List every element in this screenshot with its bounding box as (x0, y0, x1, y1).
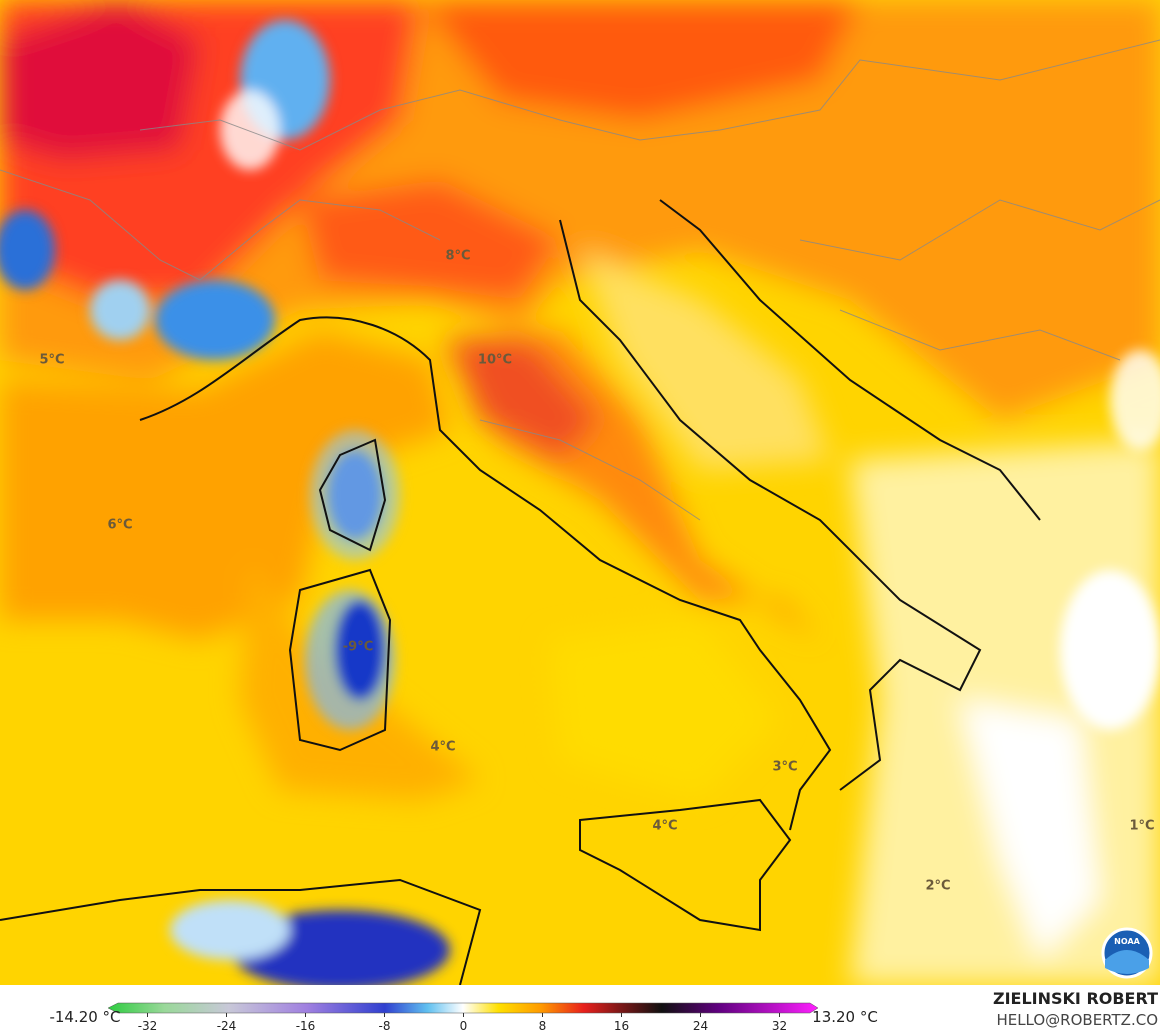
temperature-label: 2°C (925, 879, 950, 894)
map-labels: 8°C 10°C 5°C 6°C -9°C 4°C 3°C 4°C 1°C 2°… (39, 249, 1154, 894)
temperature-label: 3°C (772, 760, 797, 775)
temperature-label: 4°C (430, 740, 455, 755)
borders (0, 39, 1160, 521)
temperature-label: -9°C (343, 640, 373, 655)
coastlines (0, 199, 1041, 986)
temperature-label: 5°C (39, 353, 64, 368)
colorbar-tick-label: 8 (539, 1019, 547, 1033)
map-fill (0, 0, 1160, 990)
colorbar-tick-label: -24 (217, 1019, 237, 1033)
author: ZIELINSKI ROBERT (993, 989, 1158, 1008)
colorbar-tick-label: 32 (772, 1019, 787, 1033)
colorbar-tick-label: 24 (693, 1019, 708, 1033)
colorbar-max: 13.20 °C (812, 1008, 878, 1026)
temperature-label: 6°C (107, 518, 132, 533)
contact: HELLO@ROBERTZ.CO (996, 1011, 1158, 1029)
colorbar-tick-label: -32 (138, 1019, 158, 1033)
colorbar: -14.20 °C 13.20 °C -32 -24 -16 -8 0 8 16 24 32 (49, 1002, 878, 1033)
colorbar-tick-label: -16 (296, 1019, 316, 1033)
logo-text: NOAA (1114, 937, 1140, 946)
colorbar-gradient (107, 1002, 819, 1014)
colorbar-tick-label: -8 (379, 1019, 391, 1033)
temperature-label: 10°C (478, 353, 512, 368)
noaa-logo: NOAA (1101, 927, 1153, 979)
temperature-label: 4°C (652, 819, 677, 834)
colorbar-min: -14.20 °C (49, 1008, 120, 1026)
temperature-label: 8°C (445, 249, 470, 264)
colorbar-tick-label: 0 (460, 1019, 468, 1033)
colorbar-tick-label: 16 (614, 1019, 629, 1033)
temperature-label: 1°C (1129, 819, 1154, 834)
